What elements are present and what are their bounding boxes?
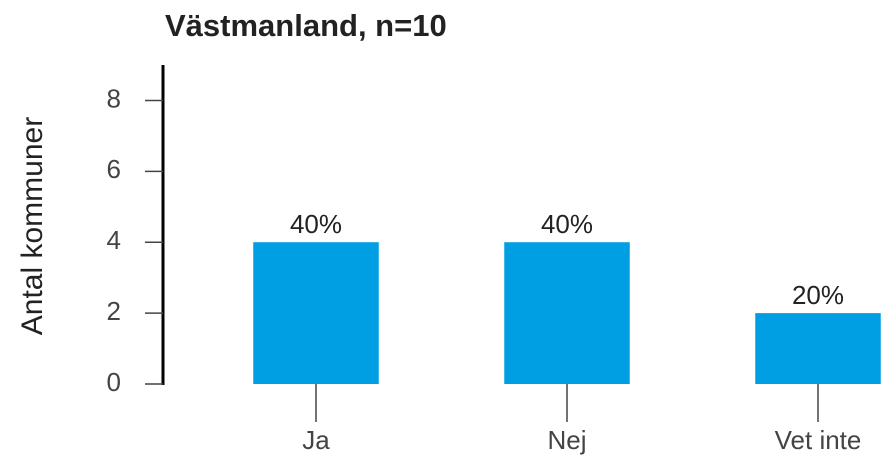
value-label: 40%	[541, 209, 593, 239]
bar	[755, 313, 881, 384]
bar	[253, 242, 379, 384]
y-tick-label: 6	[107, 154, 121, 184]
x-tick-label: Nej	[547, 425, 586, 455]
chart-title: Västmanland, n=10	[165, 8, 447, 43]
y-tick-label: 4	[107, 225, 121, 255]
x-tick-label: Ja	[302, 425, 330, 455]
bar	[504, 242, 630, 384]
value-label: 40%	[290, 209, 342, 239]
x-tick-label: Vet inte	[775, 425, 862, 455]
y-tick-label: 0	[107, 367, 121, 397]
y-axis-label: Antal kommuner	[16, 117, 49, 335]
value-label: 20%	[792, 280, 844, 310]
y-tick-label: 2	[107, 296, 121, 326]
y-tick-label: 8	[107, 83, 121, 113]
